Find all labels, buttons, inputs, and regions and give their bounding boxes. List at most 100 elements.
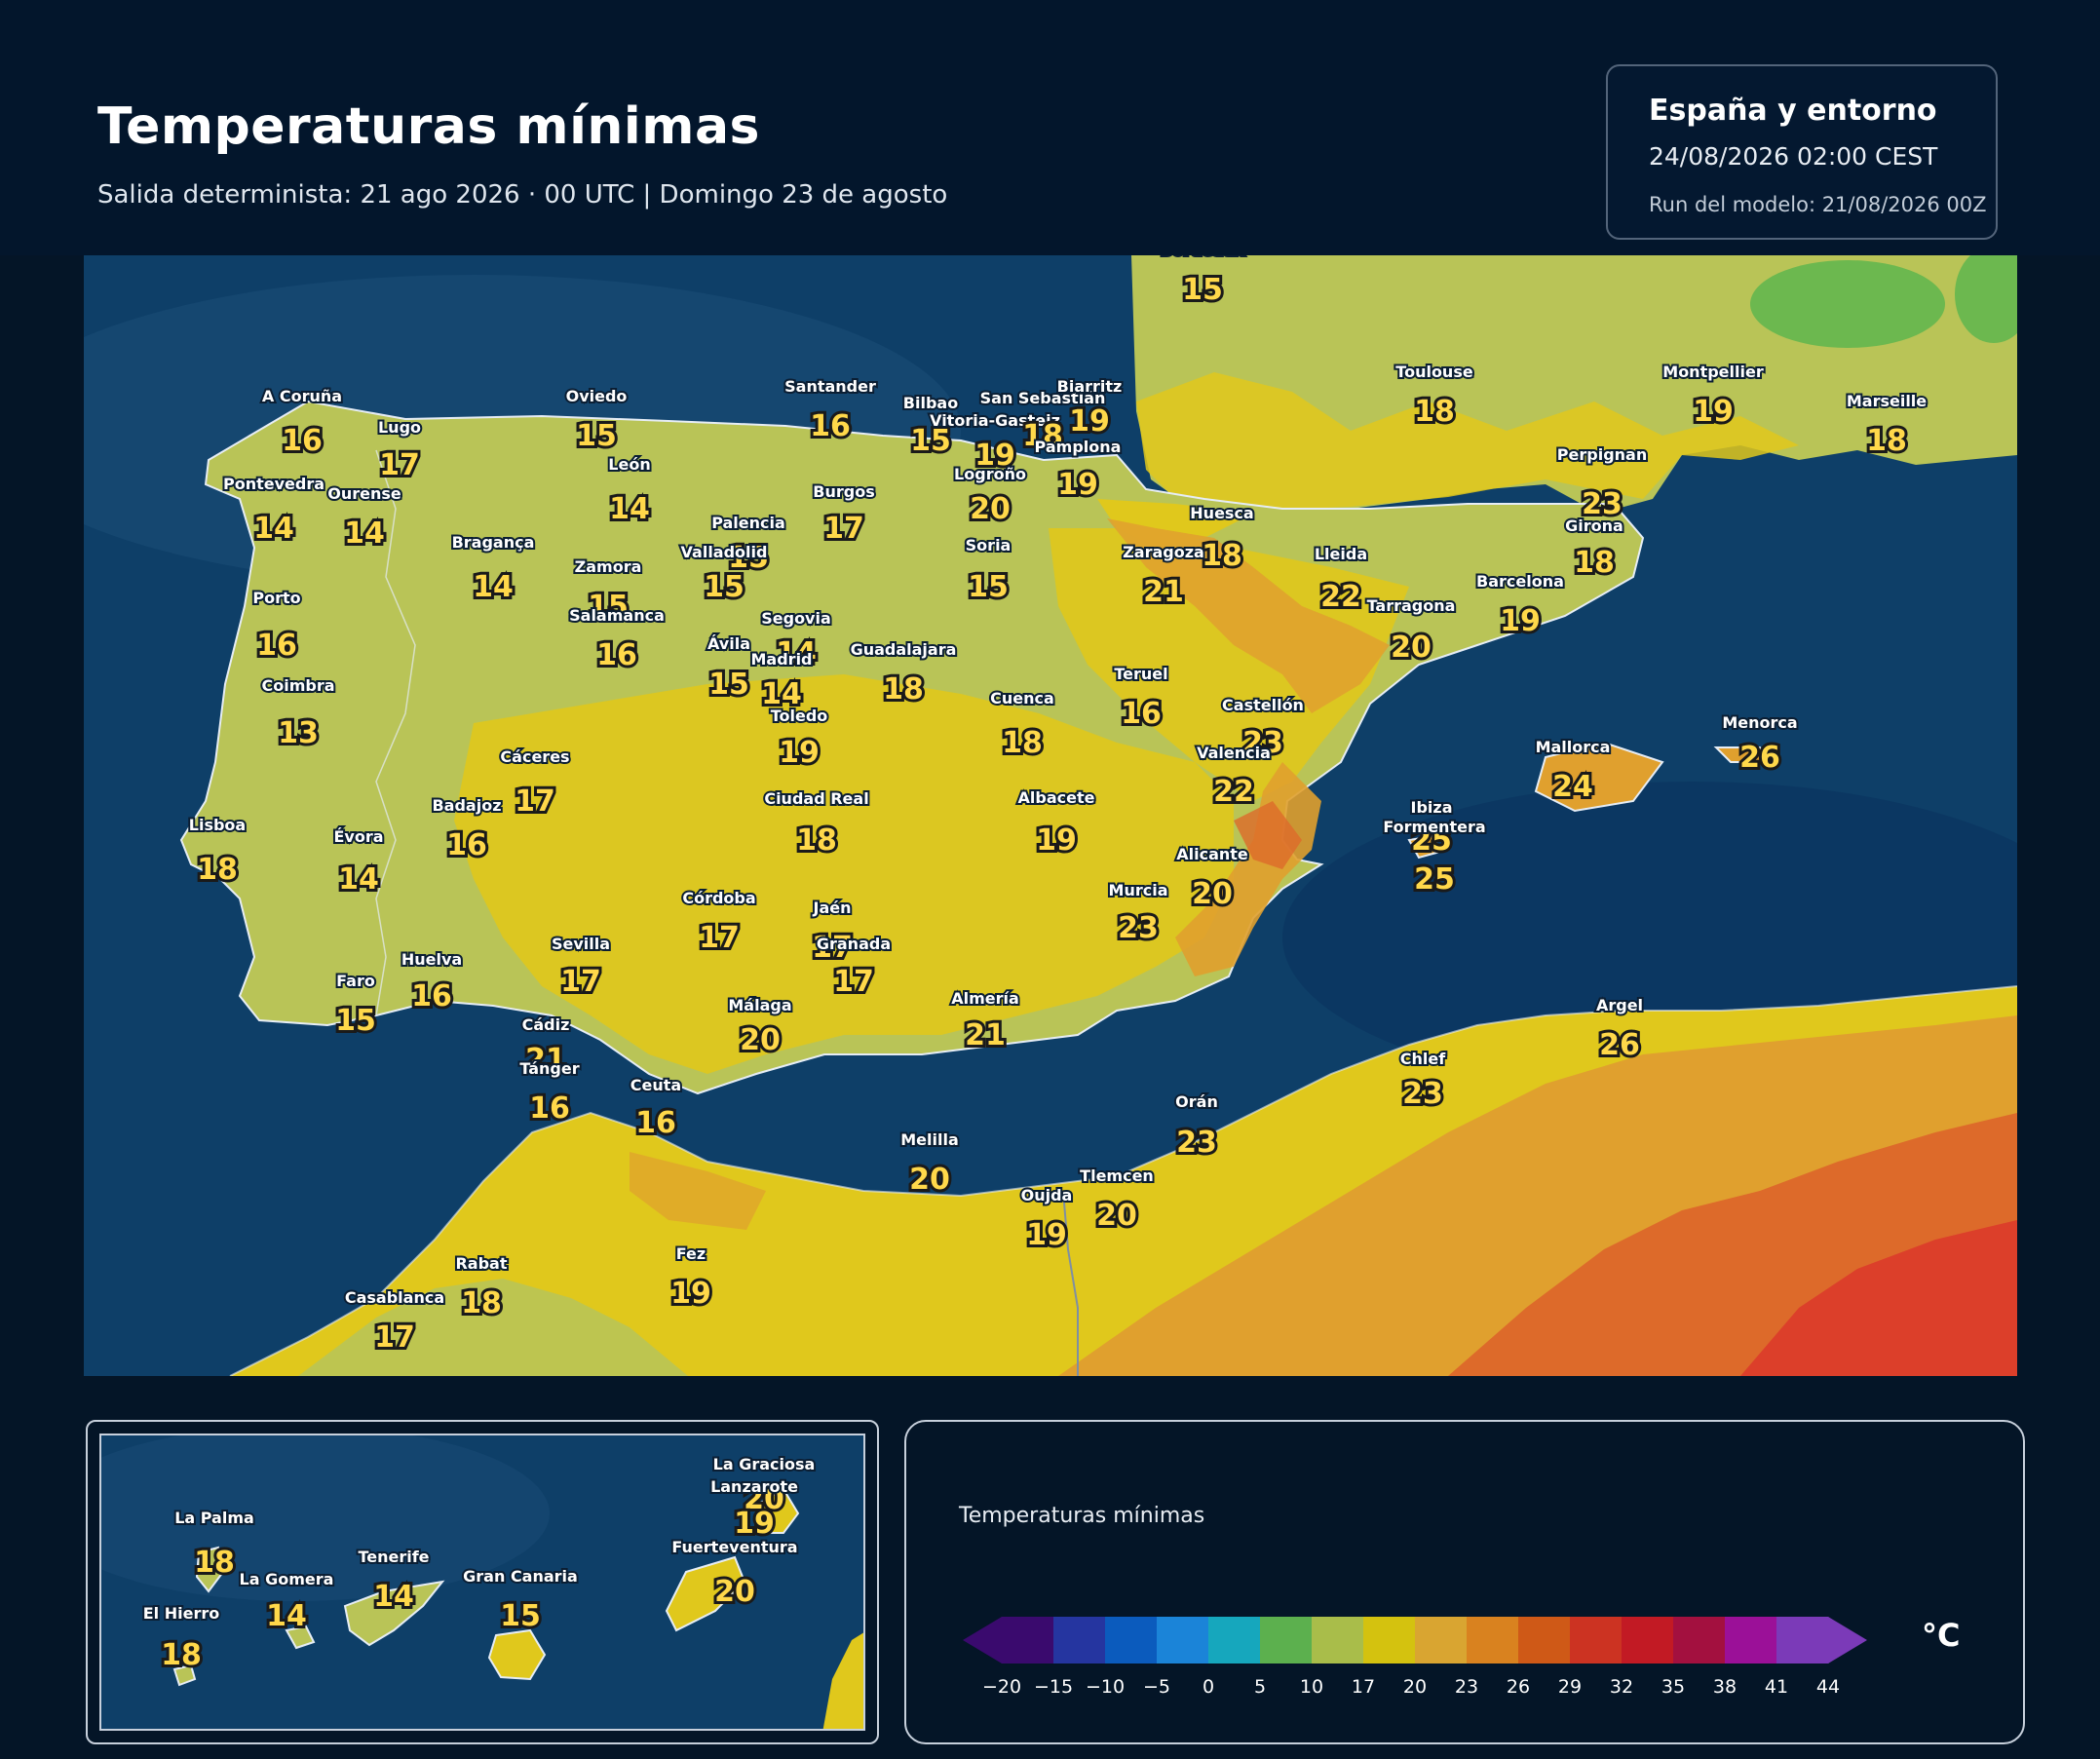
place-name: Tlemcen	[1080, 1166, 1154, 1185]
place-name: Badajoz	[432, 796, 501, 815]
place-temperature: 13	[278, 716, 319, 750]
place-temperature: 18	[1022, 419, 1063, 453]
place-name: Évora	[333, 827, 383, 846]
place-name: San Sebastián	[980, 389, 1106, 407]
island-temperature: 20	[714, 1575, 755, 1609]
canarias-inset[interactable]: La Graciosa 20 Lanzarote 19 La Palma 18 Teneri…	[86, 1420, 879, 1744]
place-temperature: 18	[796, 823, 837, 858]
place-name: Cuenca	[990, 689, 1054, 707]
place-temperature: 16	[596, 638, 637, 672]
place-name: Ávila	[707, 634, 750, 653]
colorbar-segment	[1002, 1617, 1054, 1663]
colorbar-segment	[1725, 1617, 1777, 1663]
place-name: Orán	[1175, 1092, 1218, 1111]
place-temperature: 18	[1414, 395, 1455, 429]
place-name: Oviedo	[566, 387, 628, 405]
place-name: Girona	[1565, 516, 1623, 535]
place-name: Toulouse	[1395, 363, 1473, 381]
place-temperature: 14	[473, 570, 514, 604]
place-temperature: 17	[560, 965, 601, 999]
model-run: Run del modelo: 21/08/2026 00Z	[1649, 193, 1987, 216]
place-name: Lugo	[378, 418, 421, 437]
place-temperature: 18	[1202, 539, 1242, 573]
info-box: España y entorno 24/08/2026 02:00 CEST R…	[1606, 64, 1998, 240]
place-temperature: 25	[1411, 823, 1452, 858]
place-temperature: 20	[740, 1023, 781, 1057]
place-temperature: 17	[379, 448, 420, 482]
colorbar-tick-label: 32	[1610, 1676, 1633, 1698]
island-name: Gran Canaria	[463, 1567, 578, 1586]
place-name: Vitoria-Gasteiz	[930, 411, 1060, 430]
valid-time: 24/08/2026 02:00 CEST	[1649, 142, 1938, 171]
place-temperature: 24	[1552, 770, 1593, 804]
colorbar-segment	[1208, 1617, 1261, 1663]
place-temperature: 23	[1118, 911, 1159, 945]
place-temperature: 15	[704, 570, 745, 604]
colorbar-low-extend	[963, 1617, 1002, 1663]
place-name: Segovia	[761, 609, 831, 628]
island-name: Lanzarote	[710, 1477, 798, 1496]
place-temperature: 14	[776, 636, 817, 670]
colorbar-tick-label: 23	[1455, 1676, 1478, 1698]
colorbar-tick-label: 41	[1765, 1676, 1788, 1698]
place-name: Albacete	[1018, 788, 1095, 807]
place-temperature: 22	[1213, 775, 1254, 809]
colorbar-segment	[1518, 1617, 1571, 1663]
canarias-map: La Graciosa 20 Lanzarote 19 La Palma 18 Teneri…	[99, 1434, 865, 1731]
place-name: León	[608, 455, 650, 474]
place-temperature: 16	[256, 629, 297, 663]
place-name: Ourense	[327, 484, 401, 503]
region-label: España y entorno	[1649, 94, 1937, 128]
main-map[interactable]: Bordeaux 15 A Coruña 16 Lugo 17 Oviedo 15 Santan…	[84, 255, 2017, 1376]
legend-panel: Temperaturas mínimas −20 −15 −10 −5 0 5 10 17 20…	[904, 1420, 2025, 1744]
place-temperature: 15	[728, 541, 769, 575]
place-temperature: 20	[909, 1163, 950, 1197]
place-name: Faro	[336, 972, 375, 990]
place-temperature: 17	[699, 921, 740, 955]
place-name: Zaragoza	[1123, 543, 1204, 561]
place-temperature: 15	[708, 668, 749, 702]
place-name: Burgos	[813, 482, 874, 501]
place-temperature: 19	[1057, 468, 1098, 502]
place-name: Rabat	[455, 1254, 507, 1273]
header: Temperaturas mínimas Salida determinista…	[0, 0, 2100, 255]
place-labels: Bordeaux 15 A Coruña 16 Lugo 17 Oviedo 15 Santan…	[187, 255, 1929, 1357]
place-temperature: 20	[1192, 877, 1233, 911]
place-temperature: 23	[1242, 726, 1283, 760]
colorbar-segment	[1105, 1617, 1158, 1663]
place-temperature: 17	[812, 931, 853, 965]
place-name: Granada	[817, 935, 891, 953]
colorbar-tick-label: 35	[1661, 1676, 1685, 1698]
place-temperature: 14	[609, 492, 650, 526]
place-name: Pontevedra	[223, 475, 325, 493]
place-temperature: 15	[910, 424, 951, 458]
place-temperature: 16	[446, 828, 487, 862]
place-name: Cádiz	[522, 1015, 570, 1034]
place-name: Mallorca	[1536, 738, 1611, 756]
place-name: Guadalajara	[851, 640, 957, 659]
island-temperature: 18	[194, 1546, 235, 1580]
place-name: Soria	[966, 536, 1012, 554]
place-temperature: 25	[1414, 862, 1455, 897]
colorbar-segment	[1363, 1617, 1416, 1663]
place-temperature: 18	[461, 1286, 502, 1320]
place-name: Oujda	[1021, 1186, 1073, 1205]
colorbar: −20 −15 −10 −5 0 5 10 17 20 23 26 29 32 35 38 41 44	[963, 1617, 1867, 1698]
place-name: Valencia	[1197, 744, 1271, 762]
place-temperature: 17	[823, 512, 864, 546]
colorbar-segment	[1415, 1617, 1468, 1663]
place-temperature: 26	[1739, 741, 1780, 775]
colorbar-segment	[1312, 1617, 1364, 1663]
colorbar-high-extend	[1828, 1617, 1867, 1663]
colorbar-tick-label: 26	[1507, 1676, 1530, 1698]
place-name: Jaén	[813, 899, 852, 917]
island-temperature: 14	[266, 1599, 307, 1633]
place-temperature: 16	[1121, 697, 1162, 731]
place-temperature: 23	[1582, 487, 1623, 521]
place-name: Marseille	[1847, 392, 1927, 410]
place-name: Bilbao	[903, 394, 958, 412]
place-temperature: 21	[525, 1043, 566, 1077]
place-temperature: 16	[282, 424, 323, 458]
